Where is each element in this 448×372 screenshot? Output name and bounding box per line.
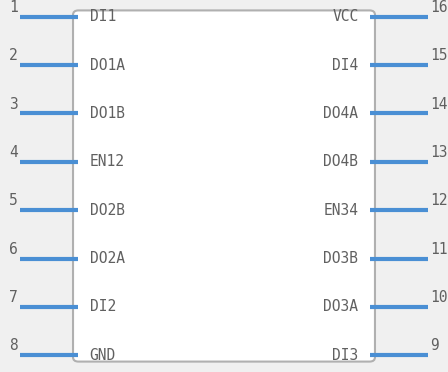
Text: 4: 4: [9, 145, 18, 160]
Text: EN12: EN12: [90, 154, 125, 169]
Text: DI4: DI4: [332, 58, 358, 73]
Text: 13: 13: [430, 145, 448, 160]
Text: DI1: DI1: [90, 9, 116, 24]
Text: DI3: DI3: [332, 348, 358, 363]
Text: 8: 8: [9, 339, 18, 353]
Text: DO2B: DO2B: [90, 203, 125, 218]
Text: DO4A: DO4A: [323, 106, 358, 121]
Text: DI2: DI2: [90, 299, 116, 314]
Text: DO4B: DO4B: [323, 154, 358, 169]
Text: DO3A: DO3A: [323, 299, 358, 314]
Text: 16: 16: [430, 0, 448, 15]
Text: 11: 11: [430, 242, 448, 257]
Text: 14: 14: [430, 97, 448, 112]
FancyBboxPatch shape: [73, 10, 375, 362]
Text: 9: 9: [430, 339, 439, 353]
Text: 2: 2: [9, 48, 18, 63]
Text: DO3B: DO3B: [323, 251, 358, 266]
Text: EN34: EN34: [323, 203, 358, 218]
Text: 3: 3: [9, 97, 18, 112]
Text: DO2A: DO2A: [90, 251, 125, 266]
Text: 12: 12: [430, 193, 448, 208]
Text: 10: 10: [430, 290, 448, 305]
Text: VCC: VCC: [332, 9, 358, 24]
Text: 7: 7: [9, 290, 18, 305]
Text: 1: 1: [9, 0, 18, 15]
Text: DO1A: DO1A: [90, 58, 125, 73]
Text: 6: 6: [9, 242, 18, 257]
Text: 15: 15: [430, 48, 448, 63]
Text: GND: GND: [90, 348, 116, 363]
Text: 5: 5: [9, 193, 18, 208]
Text: DO1B: DO1B: [90, 106, 125, 121]
